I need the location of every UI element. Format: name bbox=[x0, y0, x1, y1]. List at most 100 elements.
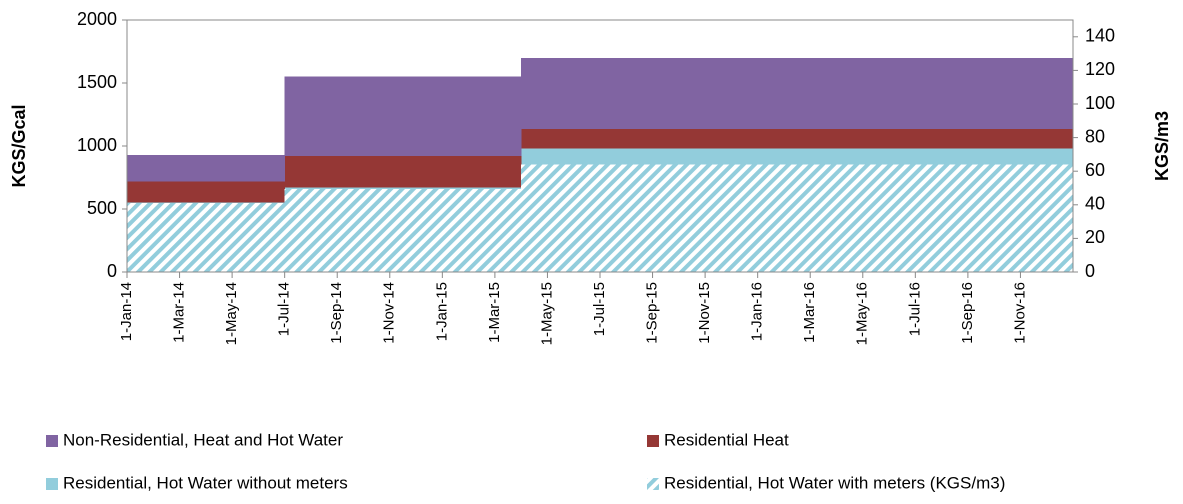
y-axis-title: KGS/Gcal bbox=[9, 104, 29, 187]
area-segment bbox=[284, 156, 312, 188]
y-tick-label: 500 bbox=[87, 198, 117, 218]
area-segment bbox=[153, 203, 181, 272]
area-segment bbox=[153, 154, 181, 182]
x-tick-label: 1-Mar-16 bbox=[801, 282, 818, 343]
area-segment bbox=[1020, 128, 1048, 149]
area-segment bbox=[416, 76, 443, 157]
x-tick-label: 1-Sep-15 bbox=[644, 282, 661, 344]
area-segment bbox=[889, 57, 916, 129]
area-segment bbox=[389, 76, 417, 157]
area-segment bbox=[337, 156, 364, 188]
area-segment bbox=[310, 188, 338, 272]
area-segment bbox=[994, 57, 1021, 129]
area-segment bbox=[862, 128, 890, 149]
area-segment bbox=[547, 164, 575, 272]
area-segment bbox=[783, 128, 811, 149]
area-segment bbox=[573, 128, 601, 149]
y2-tick-label: 20 bbox=[1085, 227, 1105, 247]
area-segment bbox=[337, 76, 364, 157]
area-segment bbox=[652, 57, 680, 129]
legend-swatch bbox=[46, 435, 58, 447]
area-segment bbox=[836, 128, 864, 149]
area-segment bbox=[389, 156, 417, 188]
area-segment bbox=[363, 188, 391, 272]
area-segment bbox=[416, 156, 443, 188]
area-segment bbox=[258, 181, 286, 203]
area-segment bbox=[678, 57, 706, 129]
y2-tick-label: 60 bbox=[1085, 160, 1105, 180]
x-tick-label: 1-Nov-14 bbox=[381, 282, 398, 344]
area-segment bbox=[810, 128, 837, 149]
area-segment bbox=[442, 156, 470, 188]
area-segment bbox=[232, 203, 259, 272]
area-segment bbox=[783, 57, 811, 129]
area-segment bbox=[705, 164, 732, 272]
x-tick-label: 1-Jan-14 bbox=[118, 282, 135, 341]
x-tick-label: 1-Mar-15 bbox=[486, 282, 503, 343]
area-segment bbox=[731, 57, 759, 129]
x-tick-label: 1-May-14 bbox=[223, 282, 240, 345]
area-segment bbox=[547, 57, 575, 129]
y2-tick-label: 100 bbox=[1085, 93, 1115, 113]
x-tick-label: 1-Sep-16 bbox=[959, 282, 976, 344]
legend-label: Residential, Hot Water without meters bbox=[63, 473, 348, 492]
area-segment bbox=[205, 203, 233, 272]
area-segment bbox=[363, 156, 391, 188]
area-segment bbox=[941, 128, 969, 149]
area-segment bbox=[705, 128, 732, 149]
legend-label: Non-Residential, Heat and Hot Water bbox=[63, 430, 343, 449]
area-segment bbox=[547, 128, 575, 149]
x-tick-label: 1-Nov-15 bbox=[696, 282, 713, 344]
x-tick-label: 1-Jul-14 bbox=[276, 282, 293, 336]
y-tick-label: 1000 bbox=[77, 135, 117, 155]
area-segment bbox=[205, 181, 233, 203]
area-segment bbox=[600, 128, 627, 149]
area-segment bbox=[521, 164, 548, 272]
x-tick-label: 1-Jan-15 bbox=[433, 282, 450, 341]
area-segment bbox=[836, 57, 864, 129]
area-segment bbox=[1046, 57, 1074, 129]
area-segment bbox=[494, 188, 522, 272]
area-segment bbox=[258, 203, 286, 272]
y2-tick-label: 40 bbox=[1085, 194, 1105, 214]
area-segment bbox=[310, 76, 338, 157]
y2-tick-label: 80 bbox=[1085, 126, 1105, 146]
area-segment bbox=[521, 128, 548, 149]
area-segment bbox=[442, 188, 470, 272]
area-segment bbox=[284, 76, 312, 157]
x-tick-label: 1-Mar-14 bbox=[171, 282, 188, 343]
area-segment bbox=[310, 156, 338, 188]
area-segment bbox=[1046, 128, 1074, 149]
area-segment bbox=[705, 57, 732, 129]
area-segment bbox=[337, 188, 364, 272]
y-tick-label: 1500 bbox=[77, 72, 117, 92]
area-segment bbox=[232, 154, 259, 182]
area-segment bbox=[179, 203, 207, 272]
area-segment bbox=[941, 164, 969, 272]
area-segment bbox=[757, 128, 785, 149]
area-segment bbox=[889, 164, 916, 272]
x-tick-label: 1-May-15 bbox=[538, 282, 555, 345]
x-tick-label: 1-Nov-16 bbox=[1011, 282, 1028, 344]
area-segment bbox=[836, 164, 864, 272]
area-segment bbox=[994, 128, 1021, 149]
area-segment bbox=[757, 164, 785, 272]
legend-swatch bbox=[647, 435, 659, 447]
area-segment bbox=[494, 76, 522, 157]
area-segment bbox=[994, 164, 1021, 272]
y2-tick-label: 0 bbox=[1085, 261, 1095, 281]
area-segment bbox=[179, 181, 207, 203]
area-segment bbox=[915, 57, 943, 129]
legend-label: Residential Heat bbox=[664, 430, 789, 449]
area-segment bbox=[600, 57, 627, 129]
area-segment bbox=[127, 203, 154, 272]
area-segment bbox=[731, 164, 759, 272]
area-segment bbox=[678, 128, 706, 149]
area-segment bbox=[862, 164, 890, 272]
area-segment bbox=[626, 164, 654, 272]
x-tick-label: 1-Jul-15 bbox=[591, 282, 608, 336]
area-segment bbox=[468, 156, 496, 188]
area-segment bbox=[205, 154, 233, 182]
area-segment bbox=[967, 57, 995, 129]
